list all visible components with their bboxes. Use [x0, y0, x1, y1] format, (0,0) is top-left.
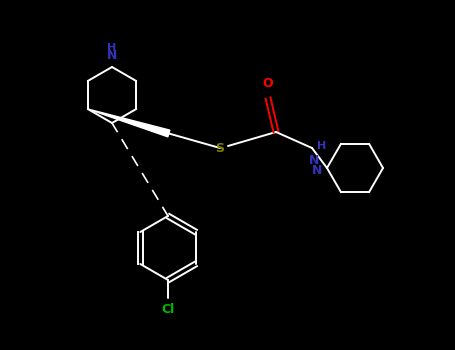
Text: N: N: [309, 154, 319, 167]
Text: N: N: [312, 163, 322, 176]
Text: S: S: [216, 141, 224, 154]
Polygon shape: [88, 109, 170, 137]
Text: O: O: [263, 77, 273, 90]
Text: N: N: [107, 49, 117, 62]
Text: Cl: Cl: [162, 303, 175, 316]
Text: H: H: [107, 43, 116, 53]
Text: H: H: [318, 141, 327, 151]
